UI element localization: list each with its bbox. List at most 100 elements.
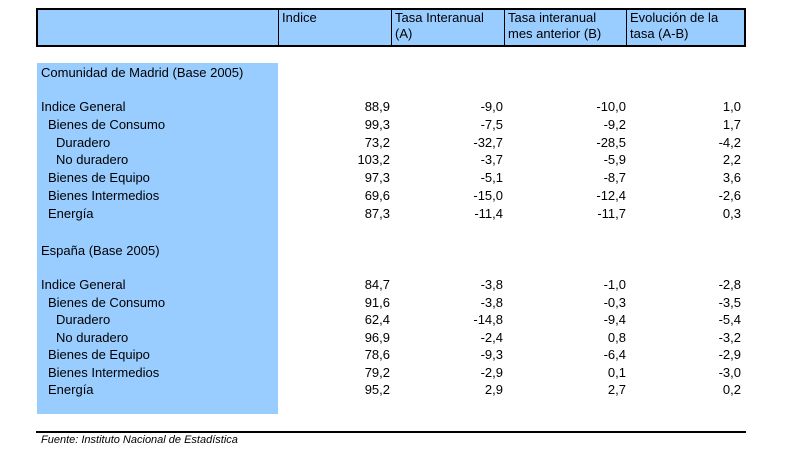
cell-evolucion: 1,0 xyxy=(722,99,741,114)
cell-indice: 91,6 xyxy=(364,294,390,310)
row-label: Duradero xyxy=(56,134,111,150)
cell-indice: 103,2 xyxy=(357,152,390,168)
cell-indice: 99,3 xyxy=(364,116,390,132)
table-row: Bienes de Consumo 99,3 -7,5 -9,2 1,7 xyxy=(0,116,787,134)
header-tasa-mes-anterior-line2: mes anterior (B) xyxy=(508,26,602,41)
row-label: Energía xyxy=(48,205,94,221)
cell-evolucion: -3,5 xyxy=(718,294,741,310)
cell-tasa-mes-anterior: -1,0 xyxy=(603,277,626,292)
cell-tasa-interanual: -3,8 xyxy=(480,277,503,292)
cell-tasa-mes-anterior: -9,2 xyxy=(603,116,626,132)
source-note: Fuente: Instituto Nacional de Estadístic… xyxy=(41,434,238,446)
cell-tasa-mes-anterior: 2,7 xyxy=(607,382,626,397)
cell-tasa-interanual: -2,9 xyxy=(480,364,503,380)
cell-tasa-mes-anterior: 0,1 xyxy=(607,364,626,380)
cell-tasa-mes-anterior: -28,5 xyxy=(596,134,626,150)
row-label: Bienes Intermedios xyxy=(48,188,160,203)
header-evolucion-line2: tasa (A-B) xyxy=(630,26,689,41)
header-divider-3 xyxy=(504,8,505,47)
row-label: Energía xyxy=(48,382,94,397)
cell-evolucion: 2,2 xyxy=(722,152,741,168)
header-border-right xyxy=(744,8,746,47)
cell-indice: 96,9 xyxy=(364,329,390,345)
cell-indice: 87,3 xyxy=(364,205,390,221)
table-row: Energía 95,2 2,9 2,7 0,2 xyxy=(0,381,787,399)
row-label: Bienes de Equipo xyxy=(48,347,150,362)
row-label: Bienes Intermedios xyxy=(48,364,160,380)
header-evolucion: Evolución de la tasa (A-B) xyxy=(627,10,744,46)
table-row: Bienes de Consumo 91,6 -3,8 -0,3 -3,5 xyxy=(0,294,787,312)
section-title-madrid: Comunidad de Madrid (Base 2005) xyxy=(41,65,244,80)
table-row: Duradero 73,2 -32,7 -28,5 -4,2 xyxy=(0,134,787,152)
cell-tasa-mes-anterior: -5,9 xyxy=(603,152,626,168)
cell-indice: 95,2 xyxy=(364,382,390,397)
header-divider-4 xyxy=(626,8,627,47)
cell-tasa-mes-anterior: -6,4 xyxy=(603,347,626,362)
cell-tasa-mes-anterior: -9,4 xyxy=(603,312,626,327)
row-label: Indice General xyxy=(41,99,126,114)
cell-evolucion: -2,9 xyxy=(718,347,741,362)
row-label: Bienes de Consumo xyxy=(48,294,166,310)
table-row: No duradero 103,2 -3,7 -5,9 2,2 xyxy=(0,151,787,169)
cell-indice: 73,2 xyxy=(364,134,390,150)
cell-tasa-mes-anterior: -10,0 xyxy=(596,99,626,114)
cell-evolucion: -3,2 xyxy=(718,329,741,345)
row-label: Duradero xyxy=(56,312,111,327)
cell-tasa-mes-anterior: -12,4 xyxy=(596,188,626,203)
cell-indice: 62,4 xyxy=(364,312,390,327)
header-indice-label: Indice xyxy=(282,10,317,25)
table-row: Energía 87,3 -11,4 -11,7 0,3 xyxy=(0,205,787,223)
table-row: Bienes Intermedios 69,6 -15,0 -12,4 -2,6 xyxy=(0,187,787,205)
header-tasa-interanual: Tasa Interanual (A) xyxy=(392,10,504,46)
row-label: Indice General xyxy=(41,277,126,292)
header-tasa-mes-anterior: Tasa interanual mes anterior (B) xyxy=(505,10,626,46)
header-indice: Indice xyxy=(279,10,391,46)
cell-tasa-interanual: -14,8 xyxy=(473,312,503,327)
cell-tasa-interanual: -32,7 xyxy=(473,134,503,150)
table-row: No duradero 96,9 -2,4 0,8 -3,2 xyxy=(0,329,787,347)
cell-tasa-interanual: -9,3 xyxy=(480,347,503,362)
row-label: Bienes de Consumo xyxy=(48,116,166,132)
cell-indice: 79,2 xyxy=(364,364,390,380)
cell-evolucion: -3,0 xyxy=(718,364,741,380)
row-label: No duradero xyxy=(56,329,129,345)
table-row: Indice General 88,9 -9,0 -10,0 1,0 xyxy=(0,98,787,116)
cell-indice: 69,6 xyxy=(364,188,390,203)
cell-tasa-interanual: -9,0 xyxy=(480,99,503,114)
header-divider-2 xyxy=(391,8,392,47)
header-border-left xyxy=(36,8,38,47)
cell-evolucion: -4,2 xyxy=(718,134,741,150)
cell-evolucion: -2,8 xyxy=(718,277,741,292)
table-row: Indice General 84,7 -3,8 -1,0 -2,8 xyxy=(0,276,787,294)
row-label: Bienes de Equipo xyxy=(48,170,150,186)
cell-indice: 97,3 xyxy=(364,170,390,186)
cell-indice: 78,6 xyxy=(364,347,390,362)
header-tasa-interanual-line1: Tasa Interanual xyxy=(395,10,484,25)
cell-tasa-interanual: 2,9 xyxy=(484,382,503,397)
cell-tasa-interanual: -3,8 xyxy=(480,294,503,310)
table-row: Duradero 62,4 -14,8 -9,4 -5,4 xyxy=(0,311,787,329)
cell-tasa-mes-anterior: -11,7 xyxy=(597,205,626,221)
cell-tasa-interanual: -3,7 xyxy=(480,152,503,168)
cell-tasa-mes-anterior: -8,7 xyxy=(603,170,626,186)
cell-evolucion: 1,7 xyxy=(722,116,741,132)
cell-indice: 88,9 xyxy=(364,99,390,114)
table-row: Bienes de Equipo 78,6 -9,3 -6,4 -2,9 xyxy=(0,346,787,364)
cell-evolucion: 3,6 xyxy=(722,170,741,186)
table-row: Bienes Intermedios 79,2 -2,9 0,1 -3,0 xyxy=(0,364,787,382)
header-divider-1 xyxy=(278,8,279,47)
header-tasa-mes-anterior-line1: Tasa interanual xyxy=(508,10,597,25)
table-row: Bienes de Equipo 97,3 -5,1 -8,7 3,6 xyxy=(0,169,787,187)
row-label: No duradero xyxy=(56,152,129,168)
cell-evolucion: 0,3 xyxy=(722,205,741,221)
cell-tasa-mes-anterior: 0,8 xyxy=(607,329,626,345)
cell-indice: 84,7 xyxy=(364,277,390,292)
label-column-background xyxy=(37,63,278,414)
cell-evolucion: -5,4 xyxy=(718,312,741,327)
cell-tasa-mes-anterior: -0,3 xyxy=(603,294,626,310)
header-tasa-interanual-line2: (A) xyxy=(395,26,413,41)
footer-rule xyxy=(36,431,746,433)
cell-tasa-interanual: -2,4 xyxy=(480,329,503,345)
cell-tasa-interanual: -15,0 xyxy=(473,188,503,203)
section-title-espana: España (Base 2005) xyxy=(41,243,160,258)
